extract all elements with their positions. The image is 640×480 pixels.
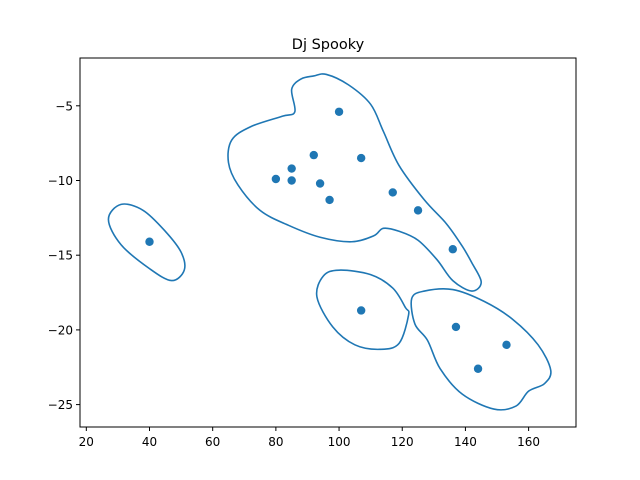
x-axis: 20 40 60 80 100 120 140 160 [79, 427, 540, 449]
x-tick-label: 160 [517, 435, 540, 449]
y-tick-label: −15 [48, 249, 73, 263]
scatter-points [145, 107, 511, 373]
contour-lines [107, 73, 552, 411]
plot-frame [79, 57, 577, 428]
scatter-point [334, 107, 344, 116]
scatter-point [356, 153, 366, 163]
x-tick-label: 80 [268, 435, 283, 449]
scatter-point [309, 150, 318, 160]
scatter-point [388, 188, 397, 197]
scatter-point [315, 179, 325, 188]
x-tick-label: 60 [205, 435, 220, 449]
contour-line-1 [107, 203, 186, 282]
scatter-point [413, 206, 423, 215]
x-tick-label: 40 [142, 435, 157, 449]
contour-line-4 [410, 288, 552, 411]
scatter-point [448, 245, 457, 254]
contour-line-2 [227, 73, 483, 292]
y-tick-label: −25 [48, 398, 73, 412]
scatter-point [287, 164, 296, 173]
x-tick-label: 140 [454, 435, 477, 449]
y-tick-label: −10 [48, 174, 73, 188]
y-tick-label: −5 [55, 99, 73, 113]
scatter-point [287, 176, 296, 185]
x-tick-label: 120 [391, 435, 414, 449]
x-tick-label: 20 [79, 435, 94, 449]
scatter-point [502, 340, 511, 350]
contour-line-3 [315, 269, 410, 351]
scatter-point [356, 306, 366, 315]
y-axis: −5 −10 −15 −20 −25 [48, 99, 80, 412]
y-tick-label: −20 [48, 323, 73, 337]
x-tick-label: 100 [328, 435, 351, 449]
scatter-point [271, 174, 281, 184]
chart-title: Dj Spooky [292, 37, 365, 53]
scatter-point [145, 237, 154, 246]
scatter-point [325, 195, 334, 205]
scatter-point [451, 322, 461, 332]
scatter-point [473, 364, 483, 373]
